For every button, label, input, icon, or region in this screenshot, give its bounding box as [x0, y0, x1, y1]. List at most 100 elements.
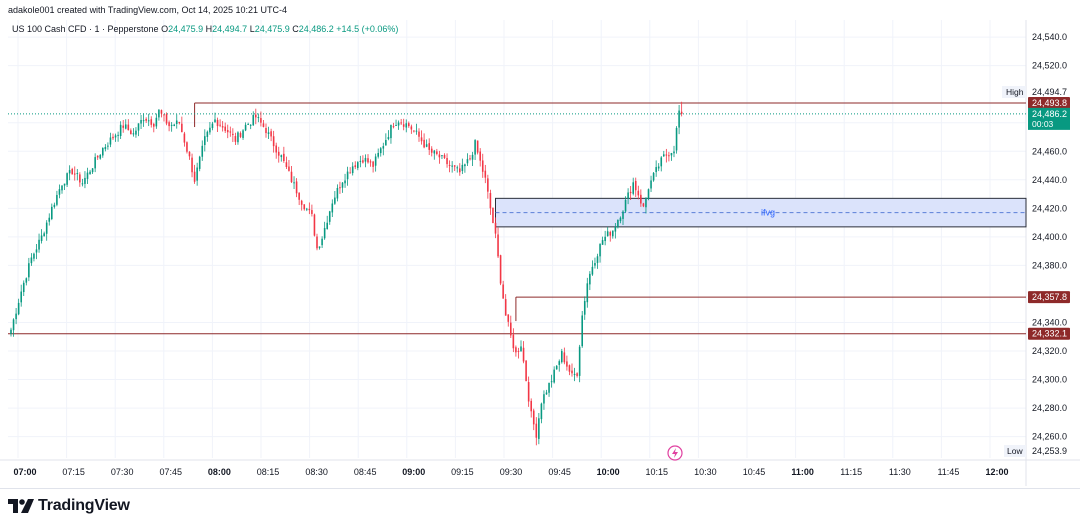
candle-body	[255, 114, 257, 118]
candle-body	[640, 194, 642, 204]
candle-body	[446, 158, 448, 165]
candle-body	[96, 155, 99, 158]
time-tick: 07:00	[13, 467, 36, 477]
time-tick: 09:45	[548, 467, 571, 477]
candle-body	[543, 394, 545, 404]
candle-body	[476, 140, 479, 153]
candle-body	[84, 177, 86, 184]
candle-body	[209, 127, 211, 133]
candle-body	[379, 148, 382, 154]
candle-body	[153, 123, 155, 127]
candle-body	[219, 124, 221, 126]
candle-body	[629, 191, 632, 194]
candle-body	[517, 350, 520, 352]
price-tick: 24,540.0	[1032, 32, 1067, 42]
candle-body	[173, 124, 175, 127]
candle-body	[119, 124, 122, 137]
candle-body	[634, 180, 637, 191]
candle-body	[499, 255, 502, 284]
candle-body	[660, 157, 663, 167]
candle-body	[137, 123, 140, 131]
time-tick: 11:00	[791, 467, 814, 477]
candle-body	[474, 140, 476, 155]
candle-body	[265, 127, 267, 134]
candle-body	[614, 226, 617, 232]
candle-body	[313, 214, 316, 236]
candle-body	[43, 233, 45, 237]
candle-body	[601, 240, 604, 245]
candle-body	[214, 119, 216, 123]
candle-body	[186, 142, 188, 152]
candle-body	[135, 130, 137, 135]
time-tick: 09:15	[451, 467, 474, 477]
high-value: 24,494.7	[1032, 87, 1067, 97]
candle-body	[86, 172, 89, 179]
candle-body	[642, 203, 645, 207]
candle-body	[124, 124, 127, 129]
candle-body	[461, 164, 464, 171]
high-label-bg	[1002, 86, 1026, 98]
lightning-icon-bolt	[672, 448, 678, 458]
candle-body	[596, 256, 599, 263]
candle-body	[107, 145, 109, 147]
candle-body	[451, 165, 453, 167]
candle-body	[369, 161, 372, 163]
low-label: Low	[1007, 446, 1023, 456]
ifvg-label: ifvg	[761, 208, 775, 218]
candle-body	[175, 120, 178, 124]
time-tick: 10:15	[646, 467, 669, 477]
candle-body	[433, 150, 436, 154]
candle-body	[456, 167, 459, 169]
candle-body	[168, 122, 170, 127]
time-tick: 08:30	[305, 467, 328, 477]
candle-body	[619, 217, 622, 222]
candle-body	[193, 171, 196, 182]
tradingview-logo[interactable]: TradingView	[8, 497, 130, 515]
candle-body	[525, 360, 527, 382]
candle-body	[489, 193, 492, 209]
candle-body	[181, 123, 183, 133]
price-tick: 24,460.0	[1032, 146, 1067, 156]
candle-body	[382, 146, 385, 149]
candle-body	[538, 418, 540, 439]
candle-body	[392, 126, 395, 128]
candle-body	[494, 222, 497, 234]
candle-body	[655, 167, 657, 173]
candle-body	[89, 171, 91, 175]
candle-body	[165, 114, 168, 124]
candle-body	[527, 382, 530, 402]
candle-body	[443, 154, 446, 158]
candle-body	[359, 160, 362, 162]
candle-body	[158, 109, 160, 118]
candle-body	[30, 257, 33, 264]
low-value: 24,253.9	[1032, 446, 1067, 456]
candle-body	[680, 111, 683, 114]
candle-body	[364, 157, 367, 162]
candle-body	[260, 118, 262, 123]
candle-body	[663, 154, 665, 157]
candle-body	[285, 162, 288, 168]
candle-body	[79, 174, 81, 183]
candle-body	[469, 158, 471, 160]
candle-body	[599, 244, 601, 257]
candle-body	[515, 347, 517, 353]
time-tick: 09:30	[500, 467, 523, 477]
price-tick: 24,300.0	[1032, 375, 1067, 385]
candle-body	[502, 284, 504, 299]
candle-body	[520, 346, 522, 352]
candle-body	[224, 126, 226, 131]
candle-body	[423, 139, 425, 148]
candle-body	[35, 249, 38, 253]
candle-body	[112, 136, 114, 139]
candle-body	[487, 178, 489, 192]
candle-body	[459, 168, 461, 173]
candle-body	[627, 192, 629, 199]
candle-body	[17, 302, 20, 315]
candle-body	[408, 123, 410, 127]
candle-body	[147, 120, 150, 122]
candle-body	[357, 162, 359, 169]
credit-text: adakole001 created with TradingView.com,…	[8, 5, 287, 15]
time-tick: 09:00	[402, 467, 425, 477]
time-tick: 12:00	[985, 467, 1008, 477]
price-chart[interactable]: ifvg US 100 Cash CFD · 1 · Pepperstone O2…	[0, 0, 1080, 488]
